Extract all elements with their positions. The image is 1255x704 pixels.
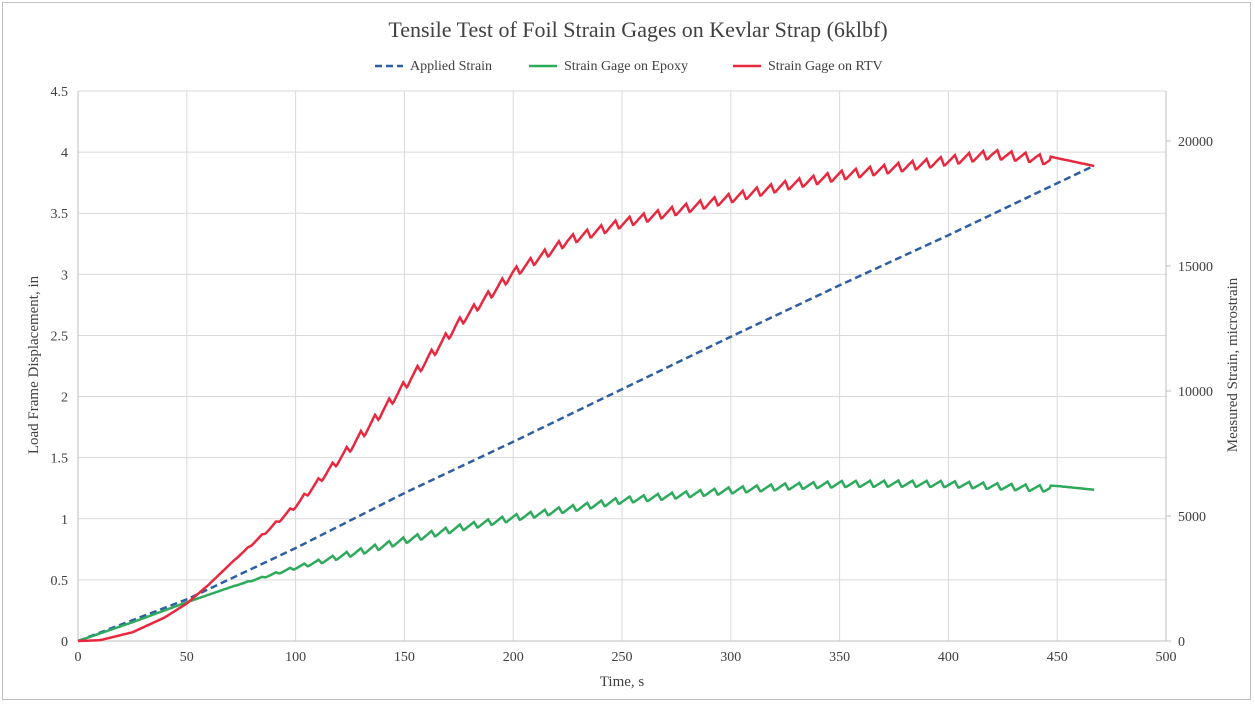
y-left-tick-label: 2 <box>61 391 68 406</box>
x-tick-label: 250 <box>612 650 633 665</box>
y-right-tick-label: 15000 <box>1178 260 1213 275</box>
y-left-tick-label: 2.5 <box>51 329 69 344</box>
y-left-tick-label: 3 <box>61 268 68 283</box>
x-tick-label: 50 <box>180 650 194 665</box>
y-left-tick-label: 0 <box>61 635 68 650</box>
gridlines <box>78 90 1167 641</box>
y-right-tick-label: 20000 <box>1178 135 1213 150</box>
x-tick-label: 350 <box>829 650 850 665</box>
series-lines <box>77 148 1095 643</box>
series-line-applied-strain <box>77 164 1095 643</box>
x-tick-label: 150 <box>394 650 415 665</box>
tick-labels: 0 50 100 150 200 250 300 350 400 450 50000.511.522… <box>51 85 1214 665</box>
chart-title: Tensile Test of Foil Strain Gages on Kev… <box>388 17 887 42</box>
x-axis-title: Time, s <box>600 674 645 690</box>
y-right-tick-label: 0 <box>1178 635 1185 650</box>
axes <box>77 91 1171 642</box>
y-left-tick-label: 0.5 <box>51 574 69 589</box>
x-tick-label: 200 <box>503 650 524 665</box>
x-tick-label: 450 <box>1047 650 1068 665</box>
x-tick-label: 400 <box>938 650 959 665</box>
y-left-tick-label: 1 <box>61 513 68 528</box>
x-tick-label: 100 <box>285 650 306 665</box>
x-tick-label: 500 <box>1156 650 1177 665</box>
y-axis-right-title: Measured Strain, microstrain <box>1225 277 1241 452</box>
series-line-strain-gage-on-rtv <box>78 148 1095 643</box>
x-tick-label: 0 <box>75 650 82 665</box>
y-right-tick-label: 5000 <box>1178 510 1206 525</box>
y-axis-left-title: Load Frame Displacement, in <box>26 275 42 454</box>
y-right-tick-label: 10000 <box>1178 385 1213 400</box>
legend-label-applied-strain: Applied Strain <box>410 59 492 74</box>
y-left-tick-label: 4.5 <box>51 85 69 100</box>
series-line-strain-gage-on-epoxy <box>77 478 1095 643</box>
legend-label-strain-gage-rtv: Strain Gage on RTV <box>768 59 883 74</box>
y-left-tick-label: 1.5 <box>51 452 69 467</box>
y-left-tick-label: 4 <box>61 146 68 161</box>
legend-label-strain-gage-epoxy: Strain Gage on Epoxy <box>564 59 688 74</box>
x-tick-label: 300 <box>720 650 741 665</box>
legend: Applied Strain Strain Gage on Epoxy Stra… <box>375 59 883 74</box>
y-left-tick-label: 3.5 <box>51 207 69 222</box>
